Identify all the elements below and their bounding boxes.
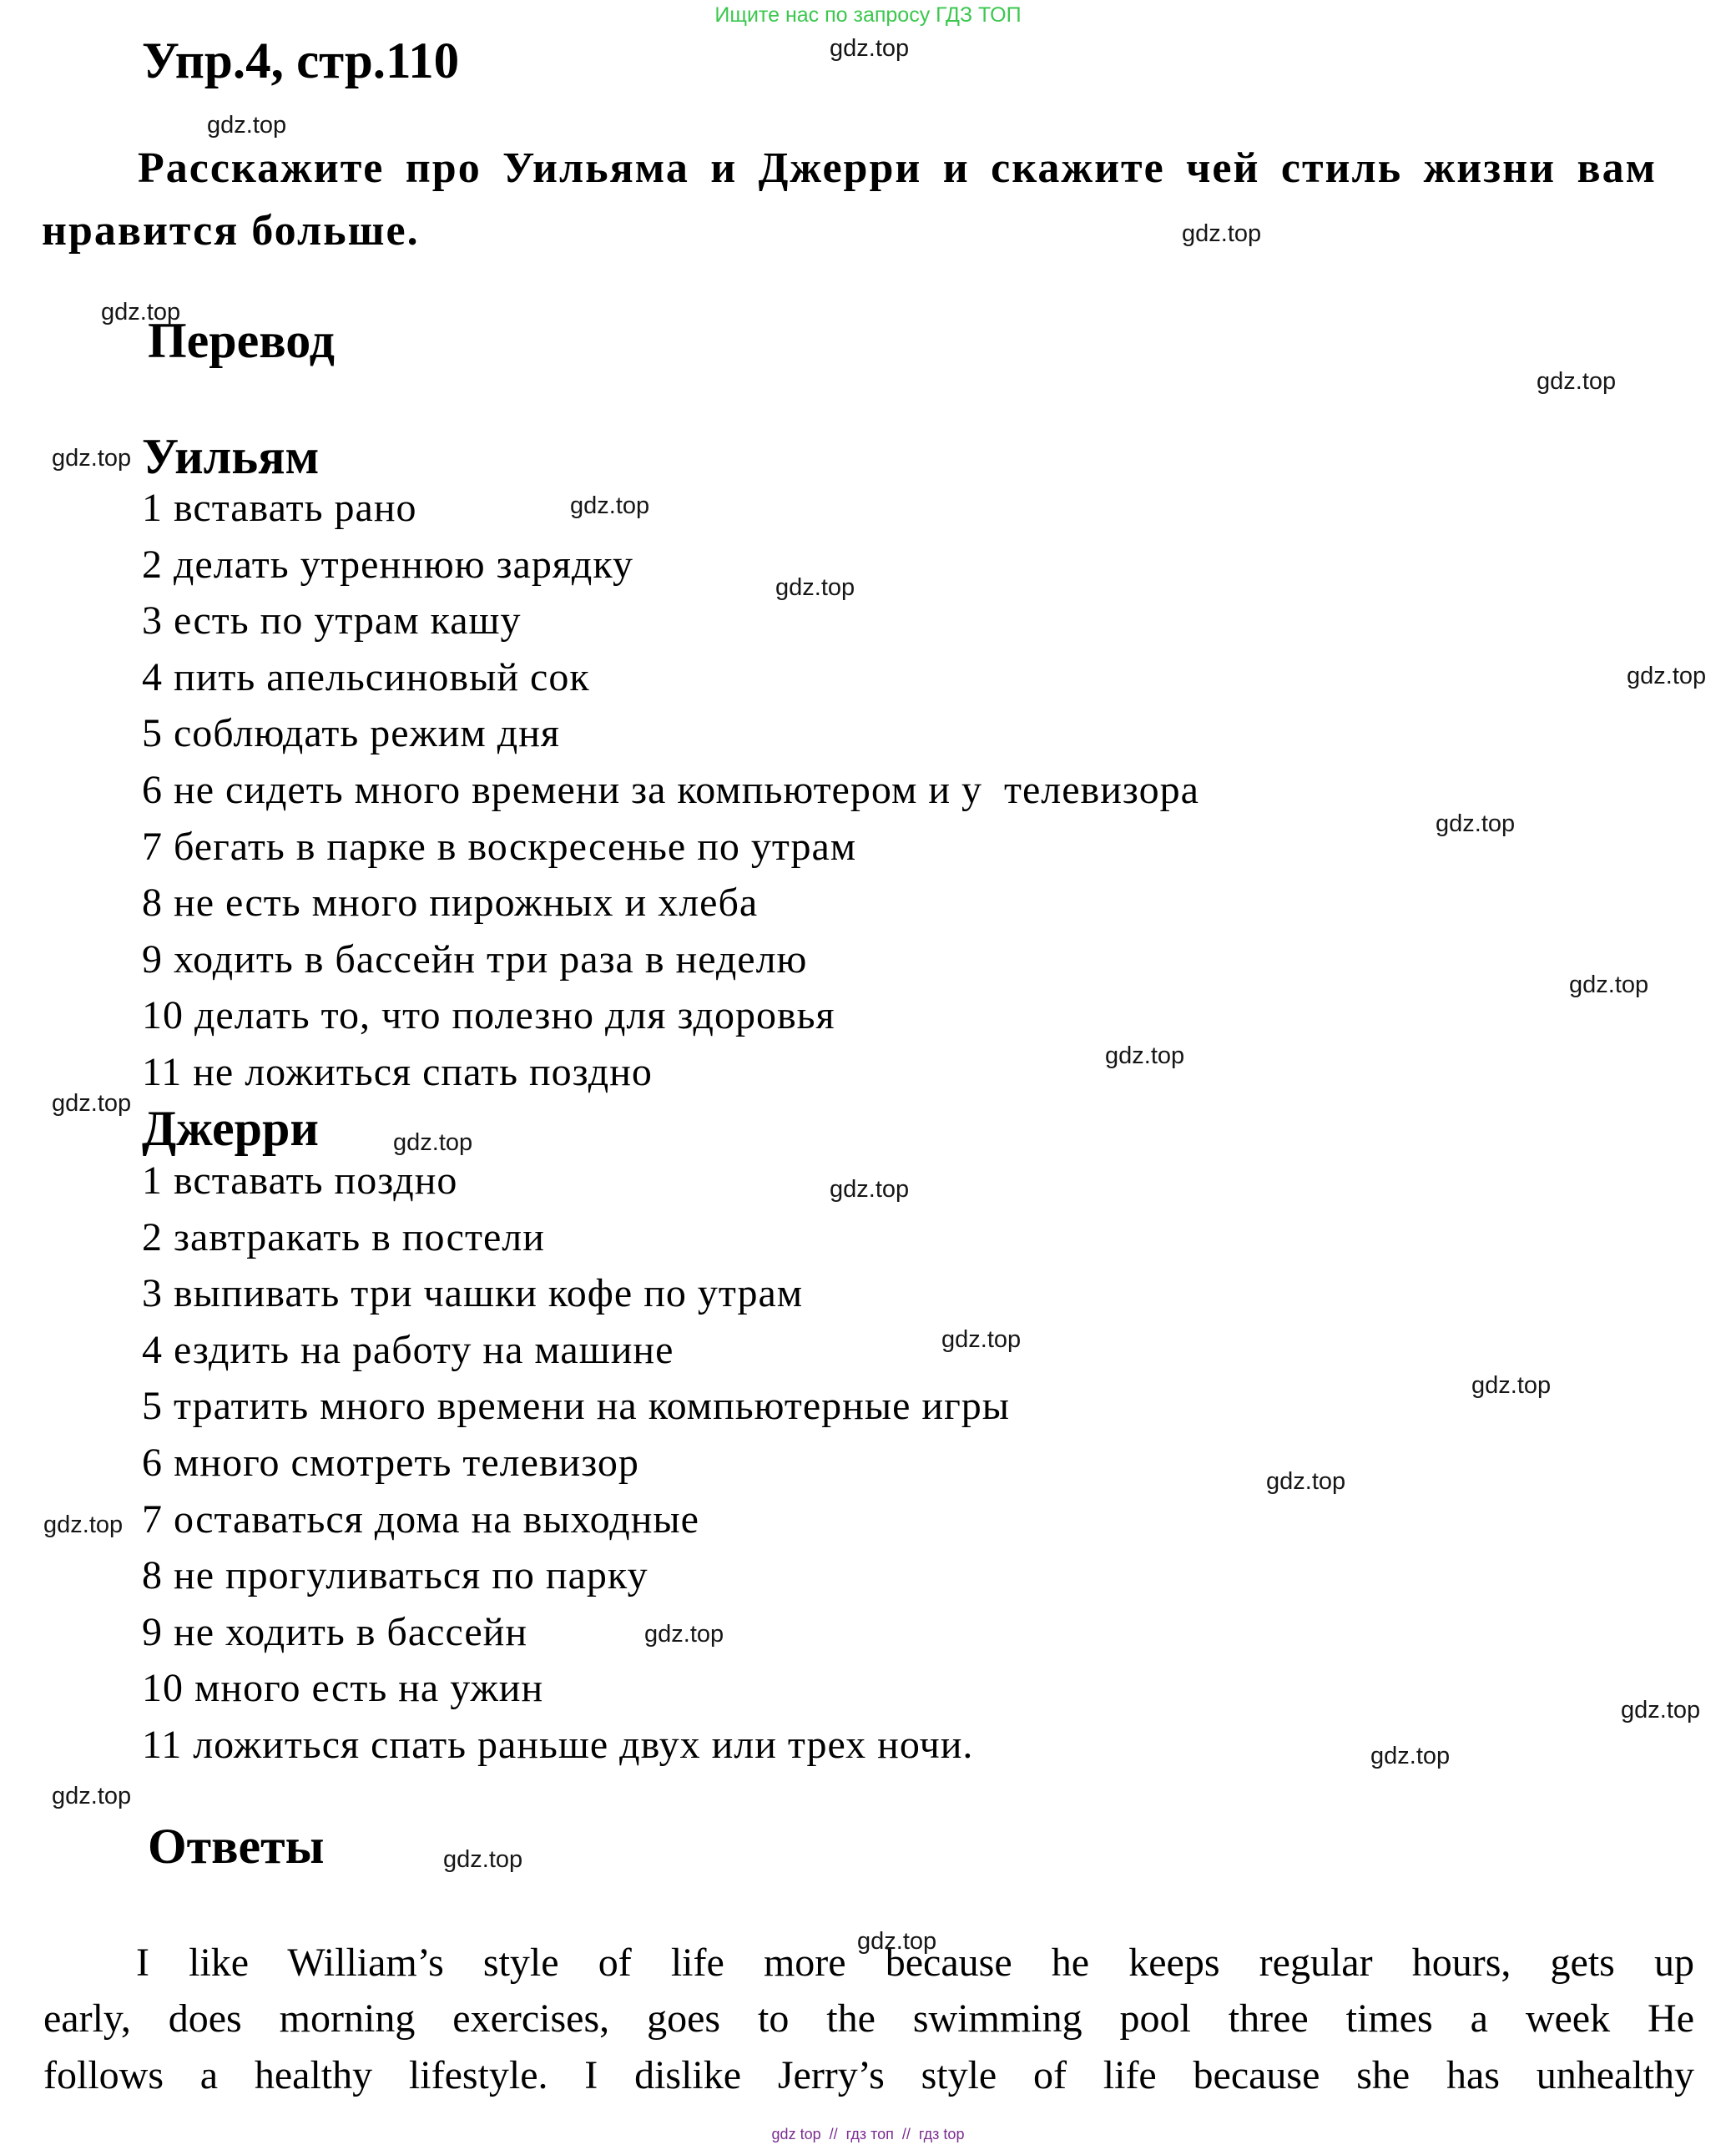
list-item: 3 есть по утрам кашу bbox=[142, 598, 522, 643]
gdz-watermark: gdz.top bbox=[43, 1512, 124, 1538]
list-item: 8 не есть много пирожных и хлеба bbox=[142, 881, 759, 926]
list-item: 9 ходить в бассейн три раза в неделю bbox=[142, 936, 808, 982]
list-item: 10 делать то, что полезно для здоровья bbox=[142, 993, 835, 1038]
william-list: 1 вставать рано 2 делать утреннюю зарядку… bbox=[142, 480, 1719, 1101]
answer-line-3: follows a healthy lifestyle. I dislike J… bbox=[43, 2052, 1694, 2097]
gdz-watermark: gdz.top bbox=[101, 299, 181, 326]
jerry-heading: Джерри bbox=[142, 1101, 319, 1156]
gdz-watermark: gdz.top bbox=[830, 35, 910, 62]
list-item: 7 оставаться дома на выходные bbox=[142, 1496, 699, 1542]
list-item: 11 ложиться спать раньше двух или трех н… bbox=[142, 1722, 974, 1767]
list-item: 4 пить апельсиновый сок bbox=[142, 654, 590, 699]
gdz-watermark: gdz.top bbox=[1537, 368, 1617, 395]
list-item: 5 соблюдать режим дня bbox=[142, 711, 560, 756]
list-item: 7 бегать в парке в воскресенье по утрам bbox=[142, 824, 857, 869]
gdz-watermark: gdz.top bbox=[1436, 810, 1516, 837]
list-item: 1 вставать рано bbox=[142, 486, 417, 530]
answers-heading: Ответы bbox=[148, 1819, 325, 1874]
list-item: 2 завтракать в постели bbox=[142, 1214, 545, 1259]
gdz-watermark: gdz.top bbox=[1621, 1697, 1701, 1724]
gdz-watermark: gdz.top bbox=[1627, 663, 1707, 689]
gdz-watermark: gdz.top bbox=[52, 1783, 132, 1809]
gdz-watermark: gdz.top bbox=[1370, 1743, 1451, 1769]
list-item: 6 не сидеть много времени за компьютером… bbox=[142, 767, 1199, 812]
gdz-watermark: gdz.top bbox=[393, 1129, 473, 1156]
gdz-watermark: gdz.top bbox=[207, 112, 287, 139]
gdz-watermark: gdz.top bbox=[1105, 1042, 1185, 1069]
list-item: 4 ездить на работу на машине bbox=[142, 1327, 674, 1372]
jerry-list: 1 вставать поздно 2 завтракать в постели 3… bbox=[142, 1153, 1719, 1774]
instruction-line-1: Расскажите про Уильяма и Джерри и скажит… bbox=[138, 144, 1657, 192]
gdz-watermark: gdz.top bbox=[570, 492, 650, 519]
answer-paragraph: I like William’s style of life more beca… bbox=[43, 1935, 1694, 2103]
answer-line-1: I like William’s style of life more beca… bbox=[136, 1941, 1694, 1985]
list-item: 5 тратить много времени на компьютерные … bbox=[142, 1384, 1011, 1429]
gdz-watermark: gdz.top bbox=[443, 1846, 523, 1873]
list-item: 3 выпивать три чашки кофе по утрам bbox=[142, 1271, 804, 1316]
list-item: 11 не ложиться спать поздно bbox=[142, 1049, 653, 1094]
site-promo-banner: Ищите нас по запросу ГДЗ ТОП bbox=[714, 3, 1022, 27]
gdz-watermark: gdz.top bbox=[52, 445, 132, 472]
list-item: 10 много есть на ужин bbox=[142, 1666, 544, 1711]
gdz-watermark: gdz.top bbox=[857, 1928, 937, 1955]
list-item: 6 много смотреть телевизор bbox=[142, 1440, 639, 1485]
footer-watermark: gdz top // гдз топ // гдз top bbox=[771, 2126, 965, 2142]
gdz-watermark: gdz.top bbox=[941, 1326, 1022, 1353]
exercise-title: Упр.4, стр.110 bbox=[142, 33, 460, 89]
list-item: 1 вставать поздно bbox=[142, 1158, 458, 1203]
gdz-watermark: gdz.top bbox=[1471, 1372, 1552, 1399]
instruction-line-2: нравится больше. bbox=[42, 207, 420, 255]
list-item: 9 не ходить в бассейн bbox=[142, 1609, 528, 1654]
task-instruction: Расскажите про Уильяма и Джерри и скажит… bbox=[42, 137, 1657, 262]
gdz-watermark: gdz.top bbox=[1182, 220, 1262, 247]
gdz-watermark: gdz.top bbox=[1569, 972, 1649, 998]
answer-line-2: early, does morning exercises, goes to t… bbox=[43, 1996, 1694, 2041]
gdz-watermark: gdz.top bbox=[644, 1621, 724, 1648]
gdz-watermark: gdz.top bbox=[830, 1176, 910, 1203]
gdz-watermark: gdz.top bbox=[775, 574, 855, 601]
list-item: 8 не прогуливаться по парку bbox=[142, 1553, 648, 1598]
translation-heading: Перевод bbox=[148, 313, 335, 368]
gdz-watermark: gdz.top bbox=[52, 1090, 132, 1117]
william-heading: Уильям bbox=[142, 429, 320, 484]
gdz-watermark: gdz.top bbox=[1266, 1468, 1346, 1495]
list-item: 2 делать утреннюю зарядку bbox=[142, 542, 633, 587]
